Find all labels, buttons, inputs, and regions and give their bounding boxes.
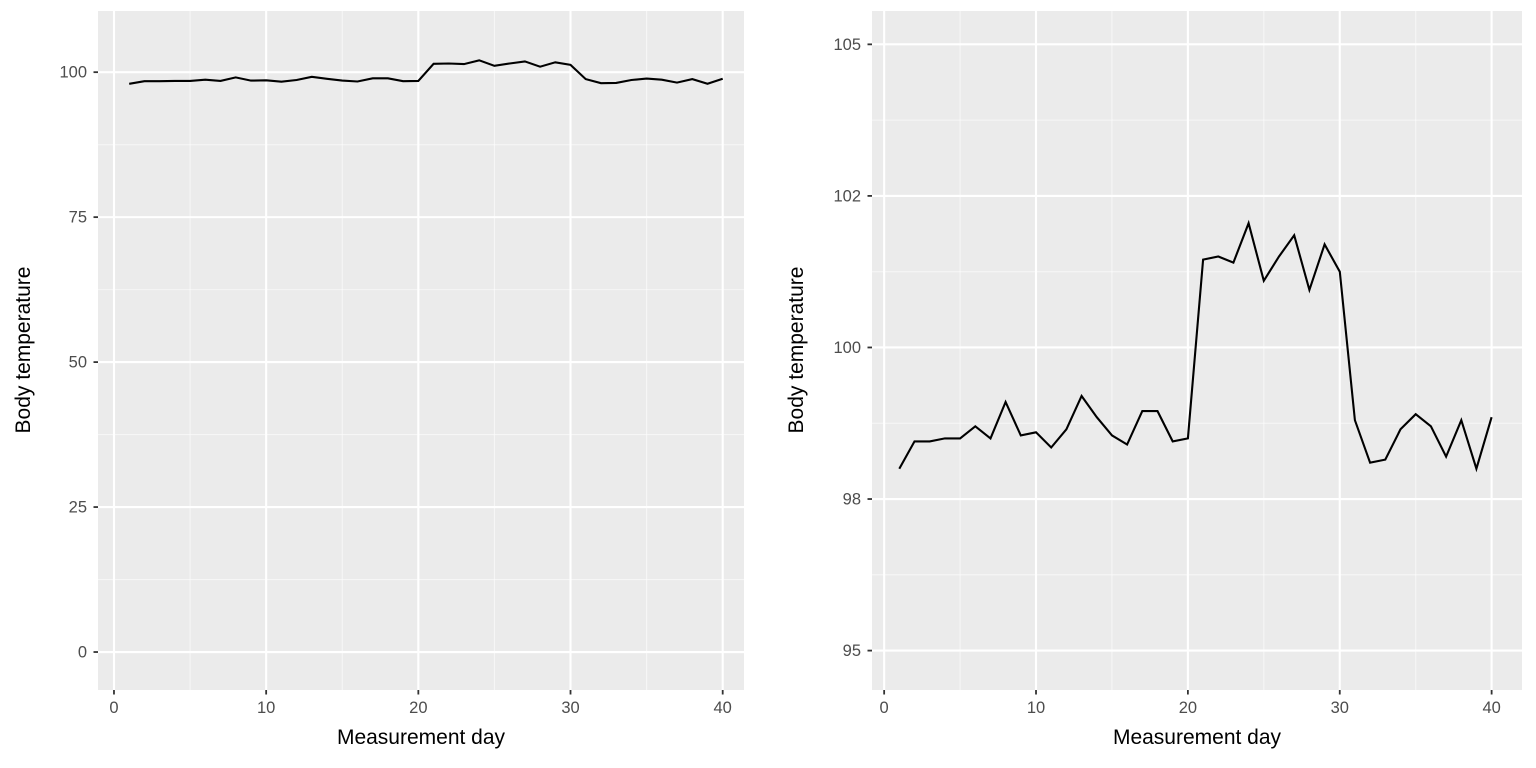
chart-right-zoomed-scale: 0 10 20 30 40 95 98 100 102 105 Body temperature … (768, 0, 1536, 768)
y-tick-label: 105 (833, 36, 861, 54)
y-axis-title: Body temperature (12, 266, 35, 434)
chart-right-canvas: 0 10 20 30 40 95 98 100 102 105 (833, 11, 1522, 717)
x-tick-label: 40 (714, 699, 732, 717)
x-tick-label: 10 (257, 699, 275, 717)
y-tick-label: 0 (78, 644, 87, 662)
y-axis-title: Body temperature (785, 266, 808, 434)
x-tick-label: 30 (1331, 699, 1349, 717)
plot-panel (98, 11, 744, 690)
y-tick-label: 102 (833, 187, 861, 205)
temperature-line (129, 59, 724, 85)
x-tick-label: 40 (1482, 699, 1500, 717)
y-tick-label: 98 (843, 491, 861, 509)
x-axis-title: Measurement day (336, 726, 506, 749)
chart-left-full-scale: 0 10 20 30 40 0 25 50 75 100 Body temperature Mea… (12, 11, 744, 749)
x-tick-label: 20 (1179, 699, 1197, 717)
y-tick-label: 50 (69, 354, 87, 372)
x-tick-label: 20 (409, 699, 427, 717)
y-tick-label: 100 (833, 339, 861, 357)
y-tick-label: 25 (69, 499, 87, 517)
x-tick-label: 10 (1027, 699, 1045, 717)
x-tick-label: 0 (880, 699, 889, 717)
y-tick-label: 75 (69, 209, 87, 227)
x-tick-label: 0 (109, 699, 118, 717)
x-axis-title: Measurement day (1112, 726, 1282, 749)
y-tick-label: 95 (843, 642, 861, 660)
x-tick-label: 30 (561, 699, 579, 717)
plot-panel (872, 11, 1522, 690)
temperature-line (898, 219, 1493, 473)
y-tick-label: 100 (59, 64, 87, 82)
chart-left-canvas: 0 10 20 30 40 0 25 50 75 100 (59, 11, 744, 717)
